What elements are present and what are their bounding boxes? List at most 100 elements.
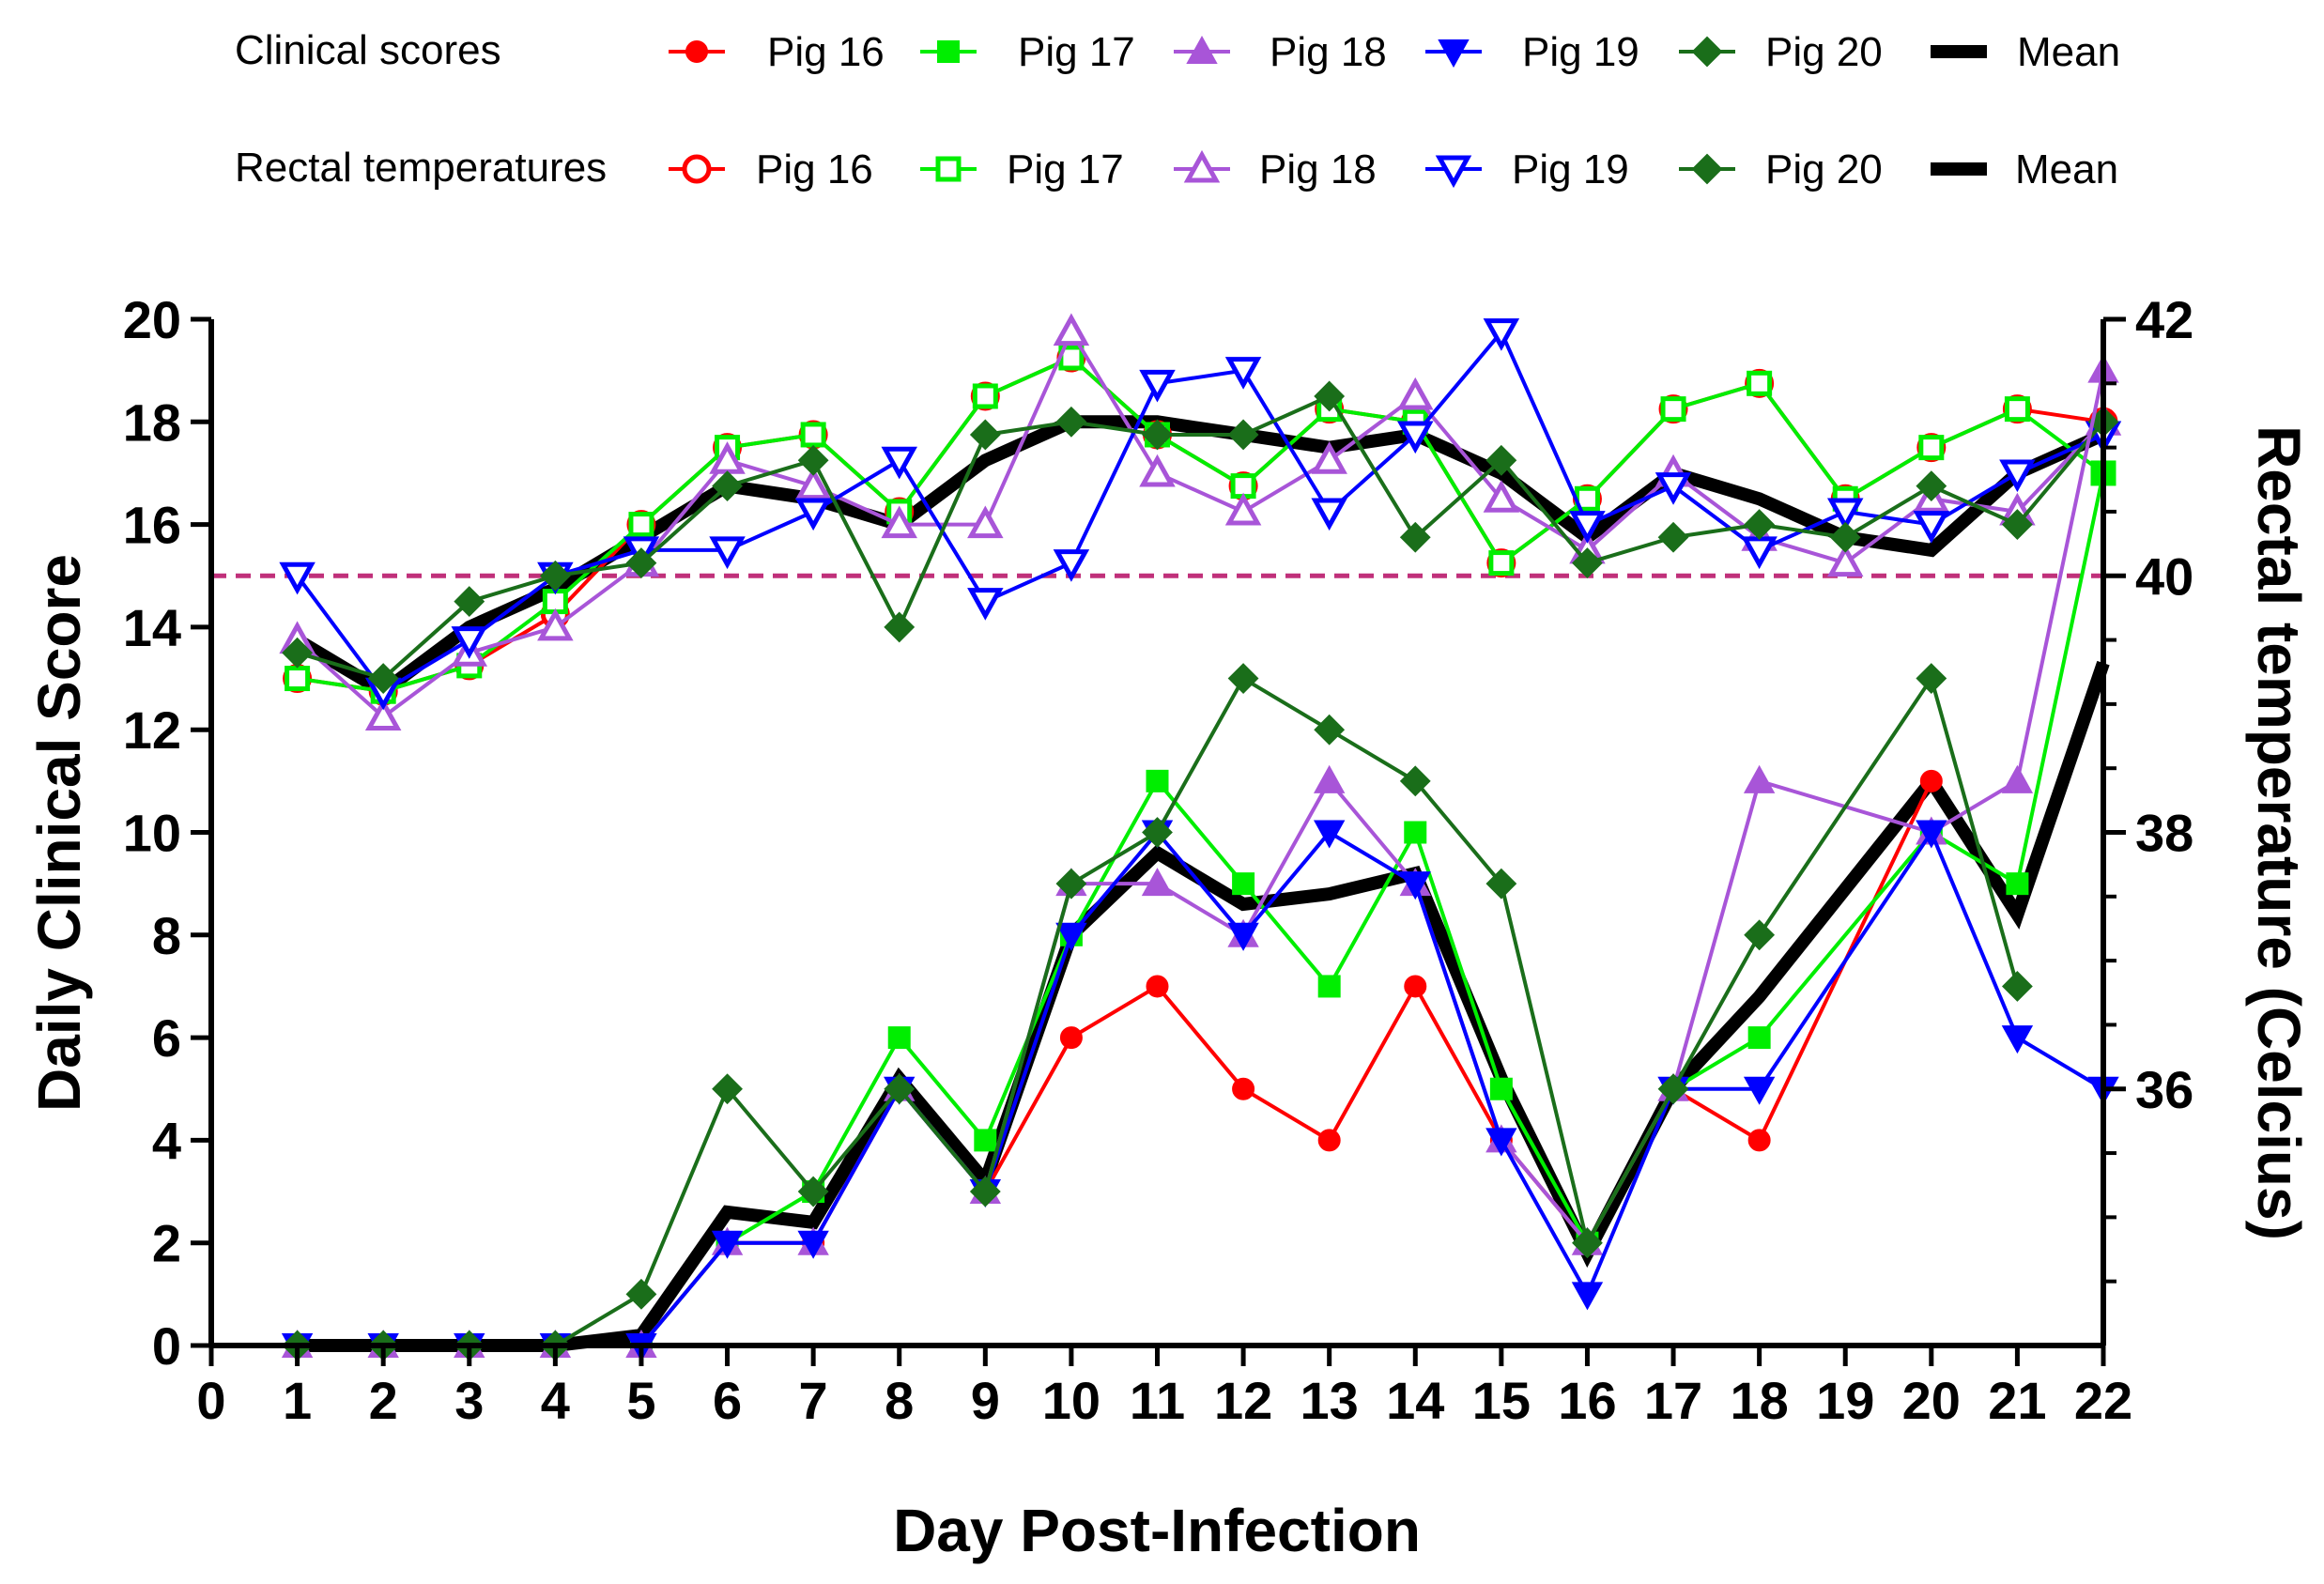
rectal-temperature-line-pig-20 (297, 393, 2105, 681)
legend-item-temperature-pig-16: Pig 16 (669, 146, 873, 192)
rectal-temperature-series-pig-17 (285, 345, 2116, 704)
rectal-temperature-point-pig-20 (969, 419, 1001, 451)
clinical-score-point-pig-20 (712, 1073, 743, 1105)
clinical-score-point-pig-16 (1404, 975, 1427, 998)
x-tick-label: 19 (1816, 1371, 1874, 1430)
legend-item-clinical-pig-18: Pig 18 (1174, 29, 1387, 75)
x-tick-label: 1 (283, 1371, 312, 1430)
rectal-temperature-point-pig-19 (1999, 459, 2036, 493)
series-layer (279, 313, 2122, 1362)
clinical-score-point-pig-20 (625, 1278, 657, 1310)
rectal-temperature-point-pig-19 (1569, 511, 1606, 544)
clinical-score-point-pig-16 (1059, 1026, 1083, 1050)
clinical-score-series-mean (297, 660, 2110, 1352)
y-left-tick-label: 6 (152, 1008, 181, 1068)
x-tick-label: 12 (1214, 1371, 1272, 1430)
rectal-temperature-series-pig-19 (279, 318, 2122, 711)
legend-marker (1183, 149, 1221, 183)
legend-item-clinical-mean: Mean (1931, 29, 2120, 75)
rectal-temperature-point-pig-20 (1829, 521, 1861, 553)
x-tick-label: 14 (1386, 1371, 1444, 1430)
clinical-score-point-pig-20 (1399, 765, 1431, 797)
rectal-temperature-point-pig-20 (1657, 521, 1689, 553)
x-tick-label: 9 (971, 1371, 1000, 1430)
rectal-temperature-point-pig-19 (1053, 549, 1090, 582)
y-left-tick-label: 20 (123, 290, 181, 349)
rectal-temperature-point-pig-19 (1913, 511, 1950, 544)
legend-group-rectal-temperatures: Rectal temperatures (235, 145, 607, 191)
rectal-temperature-series-pig-16 (283, 343, 2118, 706)
legend-item-temperature-pig-18: Pig 18 (1174, 146, 1377, 192)
y-right-tick-label: 42 (2135, 290, 2193, 349)
clinical-score-point-pig-19 (1313, 820, 1346, 849)
clinical-score-point-pig-18 (1141, 868, 1174, 897)
x-tick-label: 20 (1902, 1371, 1961, 1430)
rectal-temperature-point-pig-18 (1053, 313, 1090, 346)
clinical-score-point-pig-19 (797, 1230, 829, 1259)
legend-marker (1435, 155, 1472, 189)
y-left-tick-label: 10 (123, 804, 181, 863)
clinical-score-point-pig-16 (1232, 1077, 1255, 1100)
legend-label: Pig 20 (1765, 29, 1883, 75)
rectal-temperature-point-pig-17 (1660, 396, 1686, 423)
clinical-score-point-pig-19 (1399, 871, 1431, 900)
rectal-temperature-point-pig-19 (1311, 498, 1347, 531)
legend-item-clinical-pig-17: Pig 17 (920, 29, 1135, 75)
rectal-temperature-point-pig-20 (1916, 470, 1947, 502)
y-left-tick-label: 16 (123, 496, 181, 555)
rectal-temperature-point-pig-19 (1741, 536, 1778, 570)
rectal-temperature-point-pig-19 (881, 446, 917, 480)
legend-label: Pig 18 (1270, 29, 1387, 75)
y-left-tick-label: 18 (123, 392, 181, 452)
rectal-temperature-point-pig-20 (797, 444, 829, 476)
clinical-score-point-pig-20 (1744, 919, 1776, 951)
rectal-temperature-point-pig-19 (709, 536, 746, 570)
rectal-temperature-point-pig-17 (285, 666, 311, 692)
clinical-score-point-pig-20 (1227, 663, 1259, 694)
rectal-temperature-point-pig-17 (1918, 435, 1945, 461)
y-left-tick-label: 14 (123, 598, 181, 657)
legend-items: Pig 16 Pig 17 Pig 18 Pig 19 Pig 20 Mean Pig 16… (669, 29, 2120, 192)
clinical-score-point-pig-19 (1743, 1076, 1776, 1105)
rectal-temperature-point-pig-20 (1485, 444, 1517, 476)
y-right-tick-label: 40 (2135, 546, 2193, 606)
x-tick-label: 2 (369, 1371, 398, 1430)
plot-area (211, 313, 2122, 1362)
legend-label: Mean (2015, 146, 2118, 192)
rectal-temperature-point-pig-20 (2001, 509, 2033, 541)
rectal-temperature-point-pig-20 (712, 470, 743, 502)
rectal-temperature-point-pig-18 (1139, 454, 1176, 487)
rectal-temperature-point-pig-18 (1483, 480, 1520, 513)
x-tick-label: 16 (1558, 1371, 1616, 1430)
legend-label: Pig 17 (1018, 29, 1135, 75)
rectal-temperature-point-pig-19 (794, 498, 832, 531)
rectal-temperature-point-pig-20 (1227, 419, 1259, 451)
rectal-temperature-point-pig-20 (367, 663, 399, 694)
rectal-temperature-point-pig-17 (972, 383, 998, 409)
rectal-temperature-point-pig-20 (1744, 509, 1776, 541)
y-left-tick-label: 0 (152, 1316, 181, 1376)
rectal-temperature-point-pig-19 (967, 588, 1004, 621)
clinical-score-point-pig-20 (1142, 817, 1173, 848)
rectal-temperature-point-pig-18 (967, 505, 1004, 539)
clinical-score-point-pig-17 (1489, 1077, 1513, 1100)
rectal-temperature-point-pig-18 (364, 698, 402, 731)
clinical-score-point-pig-16 (1317, 1129, 1341, 1152)
clinical-score-point-pig-16 (1919, 769, 1943, 792)
rectal-temperature-point-pig-20 (1572, 547, 1603, 579)
x-tick-label: 0 (196, 1371, 225, 1430)
clinical-score-point-pig-19 (2001, 1025, 2034, 1054)
rectal-temperature-point-pig-17 (800, 422, 826, 448)
legend-label: Pig 19 (1522, 29, 1639, 75)
legend-item-temperature-pig-17: Pig 17 (920, 146, 1124, 192)
rectal-temperature-point-pig-20 (1314, 380, 1346, 412)
clinical-score-point-pig-17 (887, 1026, 911, 1050)
legend-marker (1186, 35, 1218, 64)
clinical-score-point-pig-20 (1485, 868, 1517, 900)
legend-marker (1438, 39, 1470, 69)
rectal-temperature-point-pig-20 (282, 637, 314, 669)
legend: Clinical scores Rectal temperatures Pig … (235, 27, 2120, 192)
axes: 0 1 2 3 4 5 6 7 8 9 10 11 12 13 14 15 16 17 18 19 20 21 220246… (123, 290, 2194, 1430)
rectal-temperature-point-pig-19 (451, 626, 488, 659)
